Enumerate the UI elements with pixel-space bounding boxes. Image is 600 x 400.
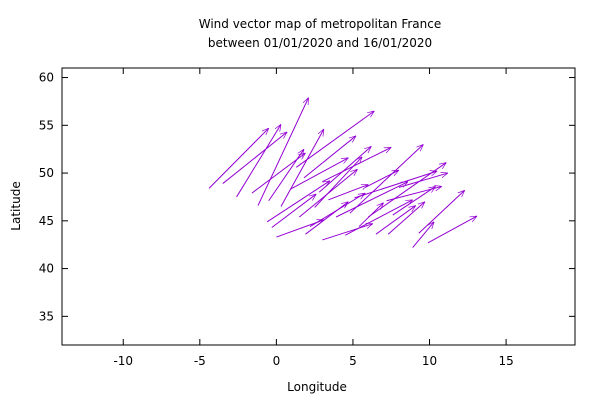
wind-vector bbox=[280, 129, 324, 207]
wind-vector bbox=[322, 146, 391, 183]
x-tick-label: 5 bbox=[349, 354, 357, 368]
wind-vector bbox=[208, 128, 269, 189]
y-tick-label: 50 bbox=[39, 166, 54, 180]
wind-vector bbox=[367, 163, 446, 218]
wind-vector bbox=[289, 158, 348, 190]
wind-vector bbox=[398, 173, 448, 188]
wind-vector bbox=[236, 124, 281, 198]
wind-vector bbox=[349, 144, 424, 214]
y-tick-label: 40 bbox=[39, 262, 54, 276]
x-tick-label: -5 bbox=[194, 354, 206, 368]
wind-vector bbox=[375, 206, 416, 235]
x-tick-label: 15 bbox=[498, 354, 513, 368]
wind-vector bbox=[345, 199, 412, 236]
wind-vector bbox=[222, 132, 287, 184]
wind-vector bbox=[268, 149, 304, 202]
wind-vector bbox=[418, 190, 465, 234]
wind-vector bbox=[335, 181, 408, 218]
wind-vector bbox=[364, 169, 399, 188]
y-tick-label: 35 bbox=[39, 309, 54, 323]
y-tick-label: 55 bbox=[39, 118, 54, 132]
chart-title-line-1: Wind vector map of metropolitan France bbox=[199, 17, 442, 31]
wind-vector bbox=[392, 186, 436, 216]
vector-layer bbox=[208, 98, 477, 248]
plot-frame bbox=[61, 67, 576, 346]
x-tick-label: -10 bbox=[113, 354, 133, 368]
x-axis-label: Longitude bbox=[287, 380, 347, 394]
axis-ticks: -10 -5 0 5 10 15 35 40 45 50 55 60 bbox=[39, 68, 575, 368]
wind-vector bbox=[271, 194, 316, 228]
wind-vector bbox=[328, 184, 368, 201]
y-tick-label: 60 bbox=[39, 71, 54, 85]
wind-vector bbox=[354, 171, 437, 199]
wind-vector bbox=[266, 181, 330, 223]
x-tick-label: 0 bbox=[273, 354, 281, 368]
y-tick-label: 45 bbox=[39, 214, 54, 228]
wind-vector bbox=[322, 224, 373, 241]
wind-vector bbox=[309, 193, 365, 227]
chart-title-line-2: between 01/01/2020 and 16/01/2020 bbox=[208, 36, 432, 50]
wind-vector bbox=[318, 146, 371, 193]
wind-vector bbox=[303, 136, 356, 179]
wind-vector bbox=[412, 222, 434, 248]
wind-vector bbox=[427, 216, 477, 244]
x-tick-label: 10 bbox=[422, 354, 437, 368]
wind-vector bbox=[257, 98, 309, 206]
wind-vector bbox=[387, 202, 425, 235]
y-axis-label: Latitude bbox=[9, 181, 23, 230]
wind-vector bbox=[296, 111, 374, 168]
